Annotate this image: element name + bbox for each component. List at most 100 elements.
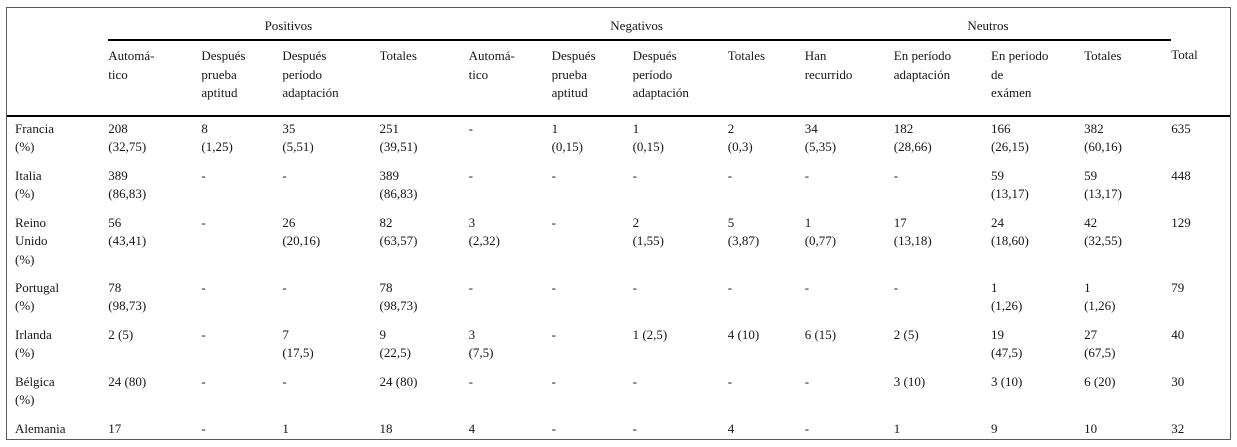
column-header: Después prueba aptitud [201,40,283,117]
row-country-label: Alemania (%) [7,416,109,439]
table-cell: - [201,214,206,230]
results-table: Positivos Negativos Neutros Automá- tico… [7,8,1230,439]
table-cell: 251 (39,51) [379,120,418,155]
table-cell: 19 (47,5) [990,326,1023,361]
table-row: Francia (%) 208 (32,75) 8 (1,25) 35 (5,5… [7,116,1230,164]
table-cell: - [632,373,637,389]
table-body: Francia (%) 208 (32,75) 8 (1,25) 35 (5,5… [7,116,1230,439]
table-cell: 1 (0,77) [804,214,837,249]
table-row: Portugal (%) 78 (98,73) - - 78 (98,73) -… [7,276,1230,323]
row-country-label: Francia (%) [15,120,54,155]
table-cell: - [632,279,637,295]
table-cell: 2 (0,3) [727,120,753,155]
table-row: Italia (%) 389 (86,83) - - 389 (86,83) -… [7,164,1230,211]
results-table-frame: Positivos Negativos Neutros Automá- tico… [6,7,1231,440]
table-cell: - [804,373,810,389]
table-cell: 389 (86,83) [379,167,418,202]
group-header-positivos: Positivos [108,8,469,42]
row-country-label: Italia (%) [15,167,42,202]
column-header: En periodo de exámen [990,40,1085,117]
table-cell: 10 (31,25) [1084,416,1172,439]
table-cell: 24 (80) [379,373,418,389]
table-cell: 1 (2,5) [632,326,668,342]
table-cell: 182 (28,66) [893,120,932,155]
table-cell: - [468,373,473,389]
table-cell: 5 (3,87) [727,214,760,249]
table-cell: 6 (20) [1084,373,1116,389]
table-cell: - [468,167,473,183]
table-row: Alemania (%) 17 (53,12) - 1 (3,12) 18 (5… [7,416,1230,439]
table-row: Reino Unido (%) 56 (43,41) - 26 (20,16) … [7,211,1230,276]
column-header-total: Total [1171,40,1230,117]
table-cell: 9 (28,12) [990,416,1085,439]
table-cell: 3 (2,32) [468,214,501,249]
table-cell: 3 (10) [990,373,1023,389]
table-cell: 26 (20,16) [282,214,321,249]
group-header-row: Positivos Negativos Neutros [7,8,1230,42]
table-cell: 56 (43,41) [108,214,147,249]
table-cell: - [468,120,473,136]
table-cell: 1 (3,12) [893,416,991,439]
column-header: Totales [727,40,805,117]
table-cell: 9 (22,5) [379,326,411,361]
row-country-label: Portugal (%) [15,279,60,314]
table-cell: 18 (56,25) [379,416,469,439]
table-cell: 129 [1171,214,1191,230]
table-cell: - [727,167,733,183]
table-row: Irlanda (%) 2 (5) - 7 (17,5) 9 (22,5) 3 … [7,323,1230,370]
table-cell: 42 (32,55) [1084,214,1122,249]
column-header: Después período adaptación [282,40,380,117]
row-country-label: Irlanda (%) [15,326,52,361]
table-cell: 3 (7,5) [468,326,494,361]
table-cell: - [893,167,899,183]
table-cell: 166 (26,15) [990,120,1029,155]
column-header: Totales [379,40,469,117]
table-cell: - [282,279,287,295]
corner-cell [7,40,109,117]
table-cell: 382 (60,16) [1084,120,1122,155]
table-cell: 24 (18,60) [990,214,1029,249]
table-cell: 2 (5) [108,326,134,342]
table-cell: 4 (12,5) [727,416,805,439]
table-cell: - [551,279,556,295]
table-cell: - [804,279,810,295]
table-cell: 78 (98,73) [108,279,147,314]
table-cell: 40 [1171,326,1185,342]
corner-cell [7,8,108,40]
table-cell: 208 (32,75) [108,120,147,155]
table-cell: 35 (5,51) [282,120,314,155]
table-cell: - [551,326,556,342]
table-cell: - [201,279,206,295]
table-cell: 32 [1171,416,1230,439]
table-cell: - [282,167,287,183]
table-cell: - [551,373,556,389]
table-cell: 7 (17,5) [282,326,314,361]
table-cell: 24 (80) [108,373,147,389]
table-cell: - [551,167,556,183]
table-cell: 17 (13,18) [893,214,932,249]
table-cell: - [727,279,733,295]
column-header: Han recurrido [804,40,894,117]
table-cell: 30 [1171,373,1185,389]
table-row: Bélgica (%) 24 (80) - - 24 (80) - - - - … [7,370,1230,417]
table-cell: - [632,167,637,183]
table-cell: 27 (67,5) [1084,326,1116,361]
row-country-label: Bélgica (%) [15,373,55,408]
group-header-negativos: Negativos [468,8,805,42]
table-cell: 3 (10) [893,373,926,389]
table-cell: 389 (86,83) [108,167,147,202]
table-cell: - [804,416,894,439]
column-header: Automá- tico [108,40,202,117]
table-cell: - [201,167,206,183]
table-cell: - [893,279,899,295]
table-cell: 1 (3,12) [282,416,380,439]
table-cell: 1 (0,15) [632,120,664,155]
corner-cell [1171,8,1230,40]
table-cell: 2 (5) [893,326,919,342]
table-cell: - [468,279,473,295]
table-cell: - [201,373,206,389]
table-cell: 635 [1171,120,1191,136]
column-header: En período adaptación [893,40,991,117]
table-cell: - [551,416,633,439]
